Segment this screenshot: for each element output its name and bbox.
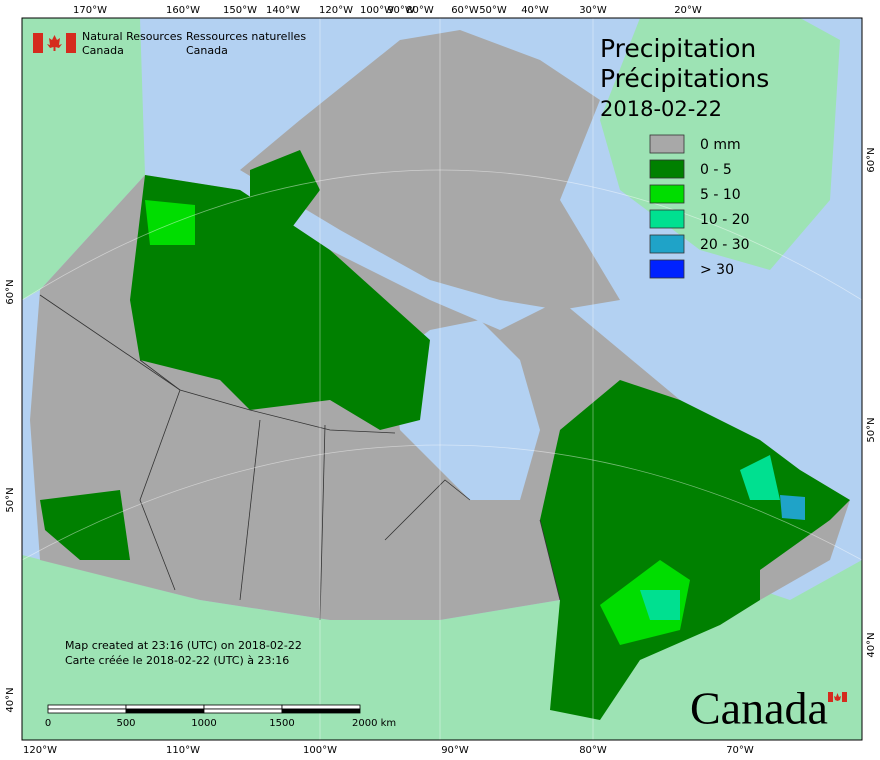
title: Precipitation bbox=[600, 34, 756, 63]
longitude-label: 20°W bbox=[674, 5, 702, 16]
latitude-label: 40°N bbox=[866, 632, 877, 657]
flag-bar bbox=[33, 33, 43, 53]
longitude-label: 100°W bbox=[360, 5, 394, 16]
latitude-label: 50°N bbox=[866, 417, 877, 442]
graticule-line bbox=[21, 169, 863, 301]
legend-swatch bbox=[649, 259, 685, 279]
longitude-label: 90°W bbox=[387, 5, 415, 16]
longitude-label: 120°W bbox=[319, 5, 353, 16]
arctic-islands bbox=[240, 30, 620, 310]
border bbox=[39, 294, 396, 434]
legend-swatch bbox=[649, 134, 685, 154]
map-border bbox=[21, 17, 863, 741]
border bbox=[319, 424, 326, 621]
longitude-label: 90°W bbox=[441, 745, 469, 756]
legend-label: 5 - 10 bbox=[700, 187, 741, 203]
maple-leaf bbox=[834, 693, 841, 701]
longitude-label: 100°W bbox=[303, 745, 337, 756]
longitude-label: 140°W bbox=[266, 5, 300, 16]
scale-bar: 0 500 1000 1500 2000 km bbox=[45, 704, 396, 729]
agency-fr: Canada bbox=[186, 44, 228, 57]
border bbox=[539, 519, 561, 601]
longitude-label: 70°W bbox=[726, 745, 754, 756]
border bbox=[384, 479, 471, 541]
legend: 0 mm 0 - 5 5 - 10 10 - 20 20 - 30 > 30 bbox=[649, 134, 750, 279]
longitude-label: 60°W bbox=[451, 5, 479, 16]
precip-0-5-bc bbox=[40, 490, 130, 560]
latitude-label: 40°N bbox=[5, 687, 16, 712]
scale-segment bbox=[203, 708, 283, 714]
greenland bbox=[600, 18, 840, 270]
note: Carte créée le 2018-02-22 (UTC) à 23:16 bbox=[65, 654, 289, 667]
usa bbox=[22, 555, 862, 740]
precip-0-5-island bbox=[250, 150, 320, 230]
legend-swatch bbox=[649, 209, 685, 229]
longitude-label: 80°W bbox=[579, 745, 607, 756]
scale-label: 500 bbox=[116, 718, 135, 729]
precip-20-30 bbox=[780, 495, 805, 520]
scale-segment bbox=[47, 708, 127, 714]
scale-segment bbox=[281, 708, 361, 714]
flag-bar bbox=[66, 33, 76, 53]
precip-10-20-lab bbox=[740, 455, 780, 500]
flag-bar bbox=[828, 692, 833, 702]
wordmark-text: Canada bbox=[690, 683, 828, 734]
hudson-bay bbox=[390, 320, 540, 500]
precip-5-10-north bbox=[145, 200, 195, 245]
agency-en: Natural Resources bbox=[82, 30, 183, 43]
maple-leaf bbox=[47, 35, 62, 51]
flag-bar bbox=[842, 692, 847, 702]
graticule-line bbox=[21, 444, 863, 561]
precip-0-5-north bbox=[130, 175, 430, 430]
legend-label: 20 - 30 bbox=[700, 237, 750, 253]
longitude-label: 40°W bbox=[521, 5, 549, 16]
scale-label: 0 bbox=[45, 718, 51, 729]
longitude-label: 50°W bbox=[479, 5, 507, 16]
latitude-label: 60°N bbox=[5, 279, 16, 304]
legend-label: 0 mm bbox=[700, 137, 741, 153]
map-body bbox=[21, 18, 863, 740]
agency-fr: Ressources naturelles bbox=[186, 30, 306, 43]
legend-label: 10 - 20 bbox=[700, 212, 750, 228]
scale-segment bbox=[47, 704, 127, 710]
scale-label: 1500 bbox=[269, 718, 294, 729]
agency-en: Canada bbox=[82, 44, 124, 57]
legend-swatch bbox=[649, 184, 685, 204]
scale-label: 2000 km bbox=[352, 718, 396, 729]
precip-10-20-que bbox=[640, 590, 680, 620]
scale-label: 1000 bbox=[191, 718, 216, 729]
latitude-label: 60°N bbox=[866, 147, 877, 172]
legend-label: 0 - 5 bbox=[700, 162, 732, 178]
longitude-label: 80°W bbox=[406, 5, 434, 16]
longitude-label: 170°W bbox=[73, 5, 107, 16]
graticule-labels: 170°W 160°W 150°W 140°W 120°W 100°W90°W80°W 60… bbox=[5, 5, 877, 756]
longitude-label: 30°W bbox=[579, 5, 607, 16]
gov-signature: Natural Resources Canada Ressources natu… bbox=[33, 30, 306, 57]
longitude-label: 120°W bbox=[23, 745, 57, 756]
scale-segment bbox=[125, 708, 205, 714]
title: Précipitations bbox=[600, 64, 769, 93]
border bbox=[239, 419, 261, 601]
longitude-label: 110°W bbox=[166, 745, 200, 756]
longitude-label: 160°W bbox=[166, 5, 200, 16]
graticule-lines bbox=[21, 18, 863, 740]
legend-label: > 30 bbox=[700, 262, 734, 278]
longitude-label: 150°W bbox=[223, 5, 257, 16]
scale-segment bbox=[281, 704, 361, 710]
scale-segment bbox=[125, 704, 205, 710]
date: 2018-02-22 bbox=[600, 97, 722, 121]
latitude-label: 50°N bbox=[5, 487, 16, 512]
alaska bbox=[22, 18, 145, 300]
note: Map created at 23:16 (UTC) on 2018-02-22 bbox=[65, 639, 302, 652]
borders bbox=[39, 294, 561, 621]
border bbox=[139, 359, 181, 591]
legend-swatch bbox=[649, 234, 685, 254]
scale-segment bbox=[203, 704, 283, 710]
legend-swatch bbox=[649, 159, 685, 179]
wordmark: Canada bbox=[690, 683, 847, 734]
